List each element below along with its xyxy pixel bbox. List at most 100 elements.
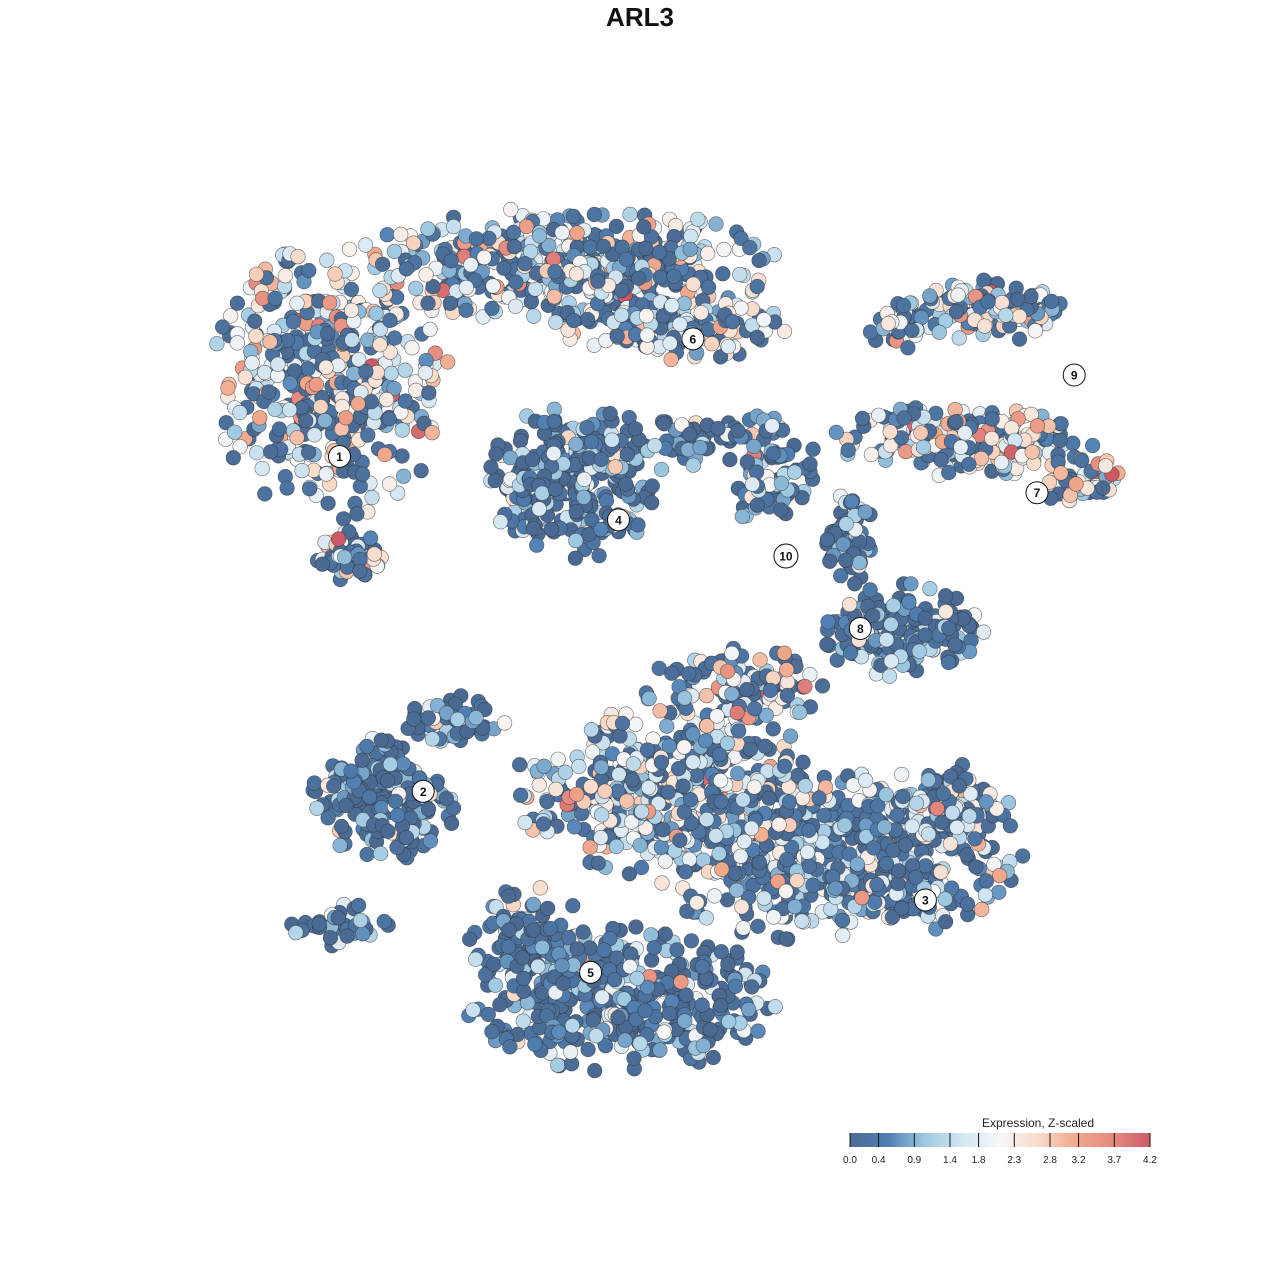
cell-point xyxy=(727,978,744,994)
cell-point xyxy=(593,521,609,538)
cell-point xyxy=(1052,432,1068,449)
cell-point xyxy=(917,627,933,643)
cell-point xyxy=(751,854,768,871)
cell-point xyxy=(767,999,783,1015)
cell-point xyxy=(678,987,694,1003)
cell-point xyxy=(702,1022,718,1038)
cell-point xyxy=(743,820,760,836)
cell-point xyxy=(663,351,679,368)
cell-point xyxy=(677,864,694,880)
cell-point xyxy=(724,686,740,702)
legend-tick-label: 1.8 xyxy=(972,1155,986,1166)
cell-point xyxy=(1010,291,1026,307)
cell-point xyxy=(901,594,917,610)
cell-point xyxy=(587,1062,603,1079)
cell-point xyxy=(548,314,564,330)
cell-point xyxy=(664,297,680,314)
cell-point xyxy=(516,983,532,999)
cell-point xyxy=(397,362,413,378)
cell-point xyxy=(1084,437,1101,454)
cell-point xyxy=(724,314,741,330)
cell-point xyxy=(890,875,906,892)
cell-point xyxy=(611,766,627,783)
cell-point xyxy=(319,252,335,268)
cell-point xyxy=(799,844,816,860)
cell-point xyxy=(690,211,706,227)
cell-point xyxy=(734,899,750,915)
cell-point xyxy=(270,356,286,372)
legend-tick-label: 1.4 xyxy=(943,1155,957,1166)
cell-point xyxy=(782,728,799,744)
cell-point xyxy=(697,733,714,749)
cell-point xyxy=(661,1005,678,1022)
cell-point xyxy=(890,863,907,879)
cell-point xyxy=(689,895,705,911)
cell-point xyxy=(290,249,306,265)
cell-point xyxy=(797,678,813,695)
cell-point xyxy=(550,1057,566,1073)
cell-point xyxy=(719,735,736,751)
cell-point xyxy=(652,703,668,719)
cell-point xyxy=(653,461,670,478)
legend-tick-label: 3.7 xyxy=(1107,1155,1121,1166)
cell-point xyxy=(746,701,763,717)
cell-point xyxy=(870,798,886,814)
cell-point xyxy=(858,829,874,845)
cell-point xyxy=(984,411,1000,427)
cell-point xyxy=(773,475,789,492)
cell-point xyxy=(1029,418,1046,434)
cell-point xyxy=(566,312,582,329)
cell-point xyxy=(386,380,402,397)
cell-point xyxy=(484,1023,500,1040)
cell-point xyxy=(390,807,406,823)
cell-point xyxy=(351,897,367,914)
cell-point xyxy=(300,361,316,377)
cell-point xyxy=(773,502,789,518)
cell-point xyxy=(364,489,380,506)
cell-point xyxy=(734,508,750,525)
cell-point xyxy=(865,840,882,856)
cell-point xyxy=(922,288,938,304)
cell-point xyxy=(646,940,662,956)
cell-point xyxy=(322,295,338,311)
cell-point xyxy=(377,446,393,463)
cell-point xyxy=(421,385,437,401)
cell-point xyxy=(624,772,640,788)
cell-point xyxy=(953,439,969,455)
cell-point xyxy=(849,856,865,872)
cell-point xyxy=(394,422,410,438)
cell-point xyxy=(546,445,562,462)
cell-point xyxy=(486,956,502,972)
cluster-label-text: 7 xyxy=(1034,486,1041,500)
cell-point xyxy=(883,616,899,633)
cluster-label-text: 1 xyxy=(336,450,343,464)
cell-point xyxy=(330,910,346,926)
cell-point xyxy=(444,815,460,832)
color-legend: Expression, Z-scaled 0.0 0.4 0.9 1.4 1.8 2.3 2… xyxy=(843,1116,1157,1166)
cell-point xyxy=(546,289,562,305)
cell-point xyxy=(683,228,699,244)
legend-tick-label: 2.8 xyxy=(1043,1155,1057,1166)
cell-point xyxy=(289,430,305,446)
cell-point xyxy=(540,900,556,916)
cell-point xyxy=(282,375,298,391)
cell-point xyxy=(948,304,965,320)
cell-point xyxy=(220,380,236,396)
cell-point xyxy=(841,846,858,862)
cluster-label-10: 10 xyxy=(773,543,799,569)
cell-point xyxy=(343,281,360,298)
cell-point xyxy=(547,264,563,280)
cell-point xyxy=(579,420,595,436)
cell-point xyxy=(565,208,582,224)
cell-point xyxy=(576,489,592,505)
cell-point xyxy=(835,927,851,944)
cell-point xyxy=(742,741,759,757)
cell-point xyxy=(616,991,632,1007)
cell-point xyxy=(729,944,745,960)
cell-point xyxy=(590,855,606,871)
cell-point xyxy=(450,711,466,728)
cell-point xyxy=(920,826,937,842)
cell-point xyxy=(811,790,827,806)
cell-point xyxy=(692,439,708,456)
cell-point xyxy=(1065,435,1081,451)
